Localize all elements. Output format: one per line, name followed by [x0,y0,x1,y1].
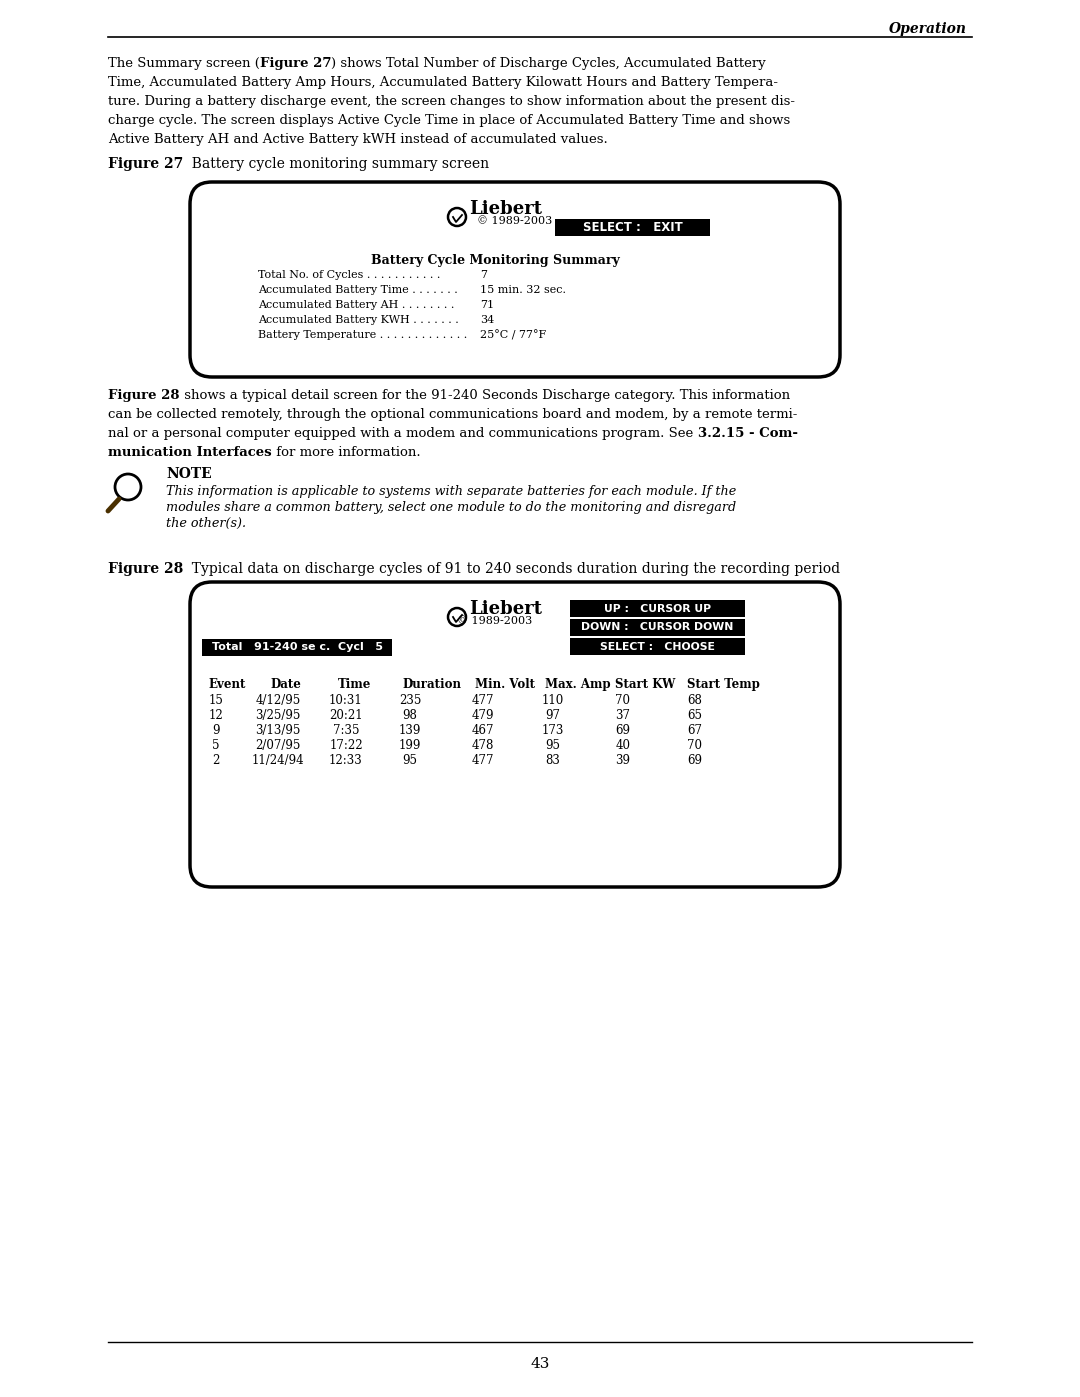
Text: 139: 139 [399,724,421,738]
Text: 83: 83 [545,754,561,767]
Text: 98: 98 [403,710,418,722]
Text: 5: 5 [213,739,219,752]
Text: 40: 40 [616,739,631,752]
Text: 7:35: 7:35 [333,724,360,738]
Text: Time, Accumulated Battery Amp Hours, Accumulated Battery Kilowatt Hours and Batt: Time, Accumulated Battery Amp Hours, Acc… [108,75,778,89]
Text: 68: 68 [688,694,702,707]
Text: Figure 27: Figure 27 [108,156,184,170]
Text: Accumulated Battery KWH . . . . . . .: Accumulated Battery KWH . . . . . . . [258,314,459,326]
Text: This information is applicable to systems with separate batteries for each modul: This information is applicable to system… [166,485,737,497]
Text: 25°C / 77°F: 25°C / 77°F [480,330,546,341]
Text: 70: 70 [688,739,702,752]
Text: 67: 67 [688,724,702,738]
Text: can be collected remotely, through the optional communications board and modem, : can be collected remotely, through the o… [108,408,797,420]
FancyBboxPatch shape [570,619,745,636]
Text: 70: 70 [616,694,631,707]
Text: 12:33: 12:33 [329,754,363,767]
Text: Event: Event [208,678,245,692]
Text: 17:22: 17:22 [329,739,363,752]
Text: 479: 479 [472,710,495,722]
Text: DOWN :   CURSOR DOWN: DOWN : CURSOR DOWN [581,623,733,633]
Text: 2/07/95: 2/07/95 [255,739,300,752]
Text: 477: 477 [472,754,495,767]
Text: 97: 97 [545,710,561,722]
Text: 12: 12 [208,710,224,722]
Text: 110: 110 [542,694,564,707]
Text: 11/24/94: 11/24/94 [252,754,305,767]
Text: Typical data on discharge cycles of 91 to 240 seconds duration during the record: Typical data on discharge cycles of 91 t… [184,562,840,576]
FancyBboxPatch shape [555,219,710,236]
Text: Liebert: Liebert [469,200,542,218]
Text: munication Interfaces: munication Interfaces [108,446,272,460]
FancyBboxPatch shape [190,583,840,887]
Text: 43: 43 [530,1356,550,1370]
Text: 9: 9 [213,724,219,738]
Text: 478: 478 [472,739,495,752]
Text: shows a typical detail screen for the 91-240 Seconds Discharge category. This in: shows a typical detail screen for the 91… [179,388,789,402]
Text: Total No. of Cycles . . . . . . . . . . .: Total No. of Cycles . . . . . . . . . . … [258,270,441,279]
FancyBboxPatch shape [190,182,840,377]
Text: 37: 37 [616,710,631,722]
Text: Total   91-240 se c.  Cycl   5: Total 91-240 se c. Cycl 5 [212,643,382,652]
Text: Liebert: Liebert [469,599,542,617]
Text: ture. During a battery discharge event, the screen changes to show information a: ture. During a battery discharge event, … [108,95,795,108]
Text: Figure 27: Figure 27 [260,57,332,70]
Text: 95: 95 [545,739,561,752]
Text: 34: 34 [480,314,495,326]
Text: © 1989-2003: © 1989-2003 [457,616,532,626]
Text: Figure 28: Figure 28 [108,562,184,576]
Text: nal or a personal computer equipped with a modem and communications program. See: nal or a personal computer equipped with… [108,427,698,440]
Text: © 1989-2003: © 1989-2003 [477,217,553,226]
FancyBboxPatch shape [570,638,745,655]
Text: Operation: Operation [889,22,967,36]
Text: charge cycle. The screen displays Active Cycle Time in place of Accumulated Batt: charge cycle. The screen displays Active… [108,115,791,127]
Text: Accumulated Battery Time . . . . . . .: Accumulated Battery Time . . . . . . . [258,285,458,295]
Text: Max. Amp: Max. Amp [545,678,610,692]
Text: 69: 69 [616,724,631,738]
Text: The Summary screen (: The Summary screen ( [108,57,260,70]
Text: the other(s).: the other(s). [166,517,246,529]
Text: 4/12/95: 4/12/95 [255,694,300,707]
Text: 173: 173 [542,724,564,738]
Text: 3/25/95: 3/25/95 [255,710,300,722]
Text: 10:31: 10:31 [329,694,363,707]
Text: SELECT :   EXIT: SELECT : EXIT [582,221,683,235]
Text: for more information.: for more information. [272,446,420,460]
Text: 477: 477 [472,694,495,707]
Text: SELECT :   CHOOSE: SELECT : CHOOSE [600,641,715,651]
Text: 65: 65 [688,710,702,722]
Text: UP :   CURSOR UP: UP : CURSOR UP [604,604,711,613]
Text: Start KW: Start KW [615,678,675,692]
Text: 71: 71 [480,300,495,310]
Text: 3.2.15 - Com-: 3.2.15 - Com- [698,427,797,440]
Text: 3/13/95: 3/13/95 [255,724,300,738]
Text: 69: 69 [688,754,702,767]
Text: 39: 39 [616,754,631,767]
Text: 7: 7 [480,270,487,279]
Text: 199: 199 [399,739,421,752]
Text: Duration: Duration [402,678,461,692]
Text: Time: Time [338,678,372,692]
Text: 20:21: 20:21 [329,710,363,722]
Text: 15 min. 32 sec.: 15 min. 32 sec. [480,285,566,295]
Text: Min. Volt: Min. Volt [475,678,535,692]
Text: 95: 95 [403,754,418,767]
Text: Battery Cycle Monitoring Summary: Battery Cycle Monitoring Summary [370,254,619,267]
Text: Battery cycle monitoring summary screen: Battery cycle monitoring summary screen [184,156,489,170]
FancyBboxPatch shape [202,638,392,657]
Text: 2: 2 [213,754,219,767]
Text: 467: 467 [472,724,495,738]
Text: Figure 28: Figure 28 [108,388,179,402]
Text: 235: 235 [399,694,421,707]
Text: Active Battery AH and Active Battery kWH instead of accumulated values.: Active Battery AH and Active Battery kWH… [108,133,608,147]
Text: ) shows Total Number of Discharge Cycles, Accumulated Battery: ) shows Total Number of Discharge Cycles… [332,57,766,70]
Text: Battery Temperature . . . . . . . . . . . . .: Battery Temperature . . . . . . . . . . … [258,330,468,339]
Text: 15: 15 [208,694,224,707]
Text: modules share a common battery, select one module to do the monitoring and disre: modules share a common battery, select o… [166,502,737,514]
Text: Date: Date [270,678,301,692]
FancyBboxPatch shape [570,599,745,617]
Text: NOTE: NOTE [166,467,212,481]
Text: Accumulated Battery AH . . . . . . . .: Accumulated Battery AH . . . . . . . . [258,300,455,310]
Text: Start Temp: Start Temp [687,678,760,692]
